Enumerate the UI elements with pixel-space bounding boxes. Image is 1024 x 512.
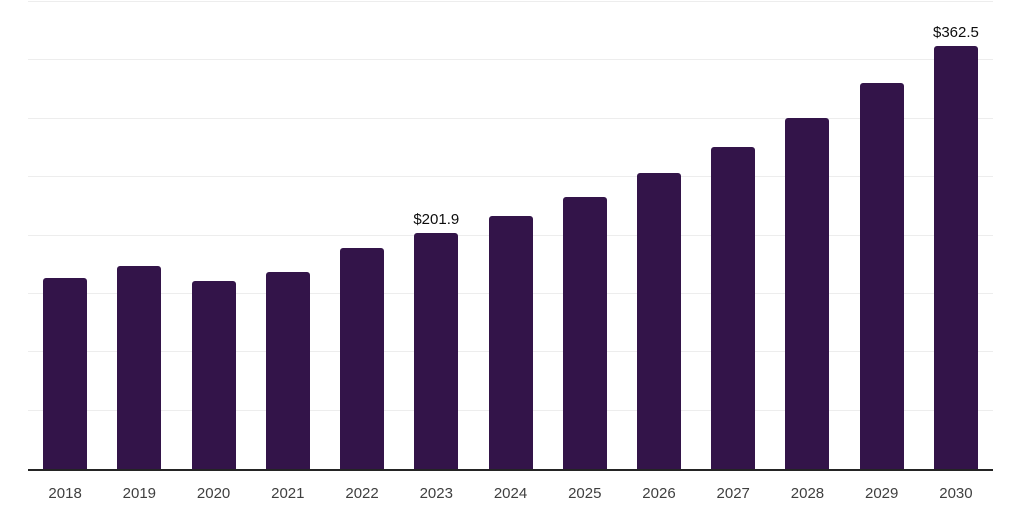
- bar-2028: [785, 118, 830, 469]
- x-tick-label-2024: 2024: [493, 485, 528, 502]
- bar-cell-2025: [548, 1, 622, 469]
- bar-2024: [488, 216, 533, 469]
- bar-2018: [43, 277, 88, 469]
- bar-cell-2022: [325, 1, 399, 469]
- bar-cell-2021: [251, 1, 325, 469]
- bar-2027: [711, 147, 756, 469]
- bar-cell-2020: [176, 1, 250, 469]
- bar-cell-2018: [28, 1, 102, 469]
- bar-2030: $362.5: [933, 24, 979, 469]
- x-tick-label-2027: 2027: [716, 485, 750, 502]
- x-tick-label-2028: 2028: [790, 485, 825, 502]
- bar-cell-2026: [622, 1, 696, 469]
- bar-cell-2024: [473, 1, 547, 469]
- bar-2029: [859, 83, 904, 469]
- x-tick-label-2019: 2019: [122, 485, 157, 502]
- x-tick-label-2018: 2018: [48, 485, 82, 502]
- x-tick-label-2030: 2030: [939, 485, 973, 502]
- bar-2023: $201.9: [413, 211, 459, 469]
- bar-cell-2027: [696, 1, 770, 469]
- x-tick-label-2025: 2025: [568, 485, 602, 502]
- bar-2021: [265, 271, 310, 469]
- gridline-300: [28, 117, 993, 119]
- bar-cell-2029: [845, 1, 919, 469]
- x-tick-label-2026: 2026: [642, 485, 676, 502]
- plot-area: $201.9 $362.5: [28, 1, 993, 471]
- x-tick-label-2021: 2021: [271, 485, 305, 502]
- gridline-250: [28, 176, 993, 178]
- x-tick-label-2029: 2029: [865, 485, 899, 502]
- bar-2025: [562, 196, 607, 469]
- bar-value-label-2030: $362.5: [932, 23, 979, 41]
- x-tick-label-2023: 2023: [419, 485, 453, 502]
- bar-cell-2019: [102, 1, 176, 469]
- bar-value-label-2023: $201.9: [413, 211, 460, 229]
- gridline-400: [28, 1, 993, 2]
- bar-cell-2030: $362.5: [919, 1, 993, 469]
- bar-2026: [636, 173, 681, 469]
- x-axis-labels: 2018 2019 2020 2021 2022 2023 2024 2025 2026 2027…: [28, 485, 993, 502]
- gridline-350: [28, 59, 993, 61]
- x-tick-label-2022: 2022: [345, 485, 379, 502]
- x-tick-label-2020: 2020: [196, 485, 231, 502]
- bar-cell-2023: $201.9: [399, 1, 473, 469]
- bars-row: $201.9 $362.5: [28, 1, 993, 469]
- bar-cell-2028: [770, 1, 844, 469]
- bar-2022: [340, 248, 385, 469]
- bar-2019: [117, 265, 162, 469]
- bar-2020: [191, 280, 236, 469]
